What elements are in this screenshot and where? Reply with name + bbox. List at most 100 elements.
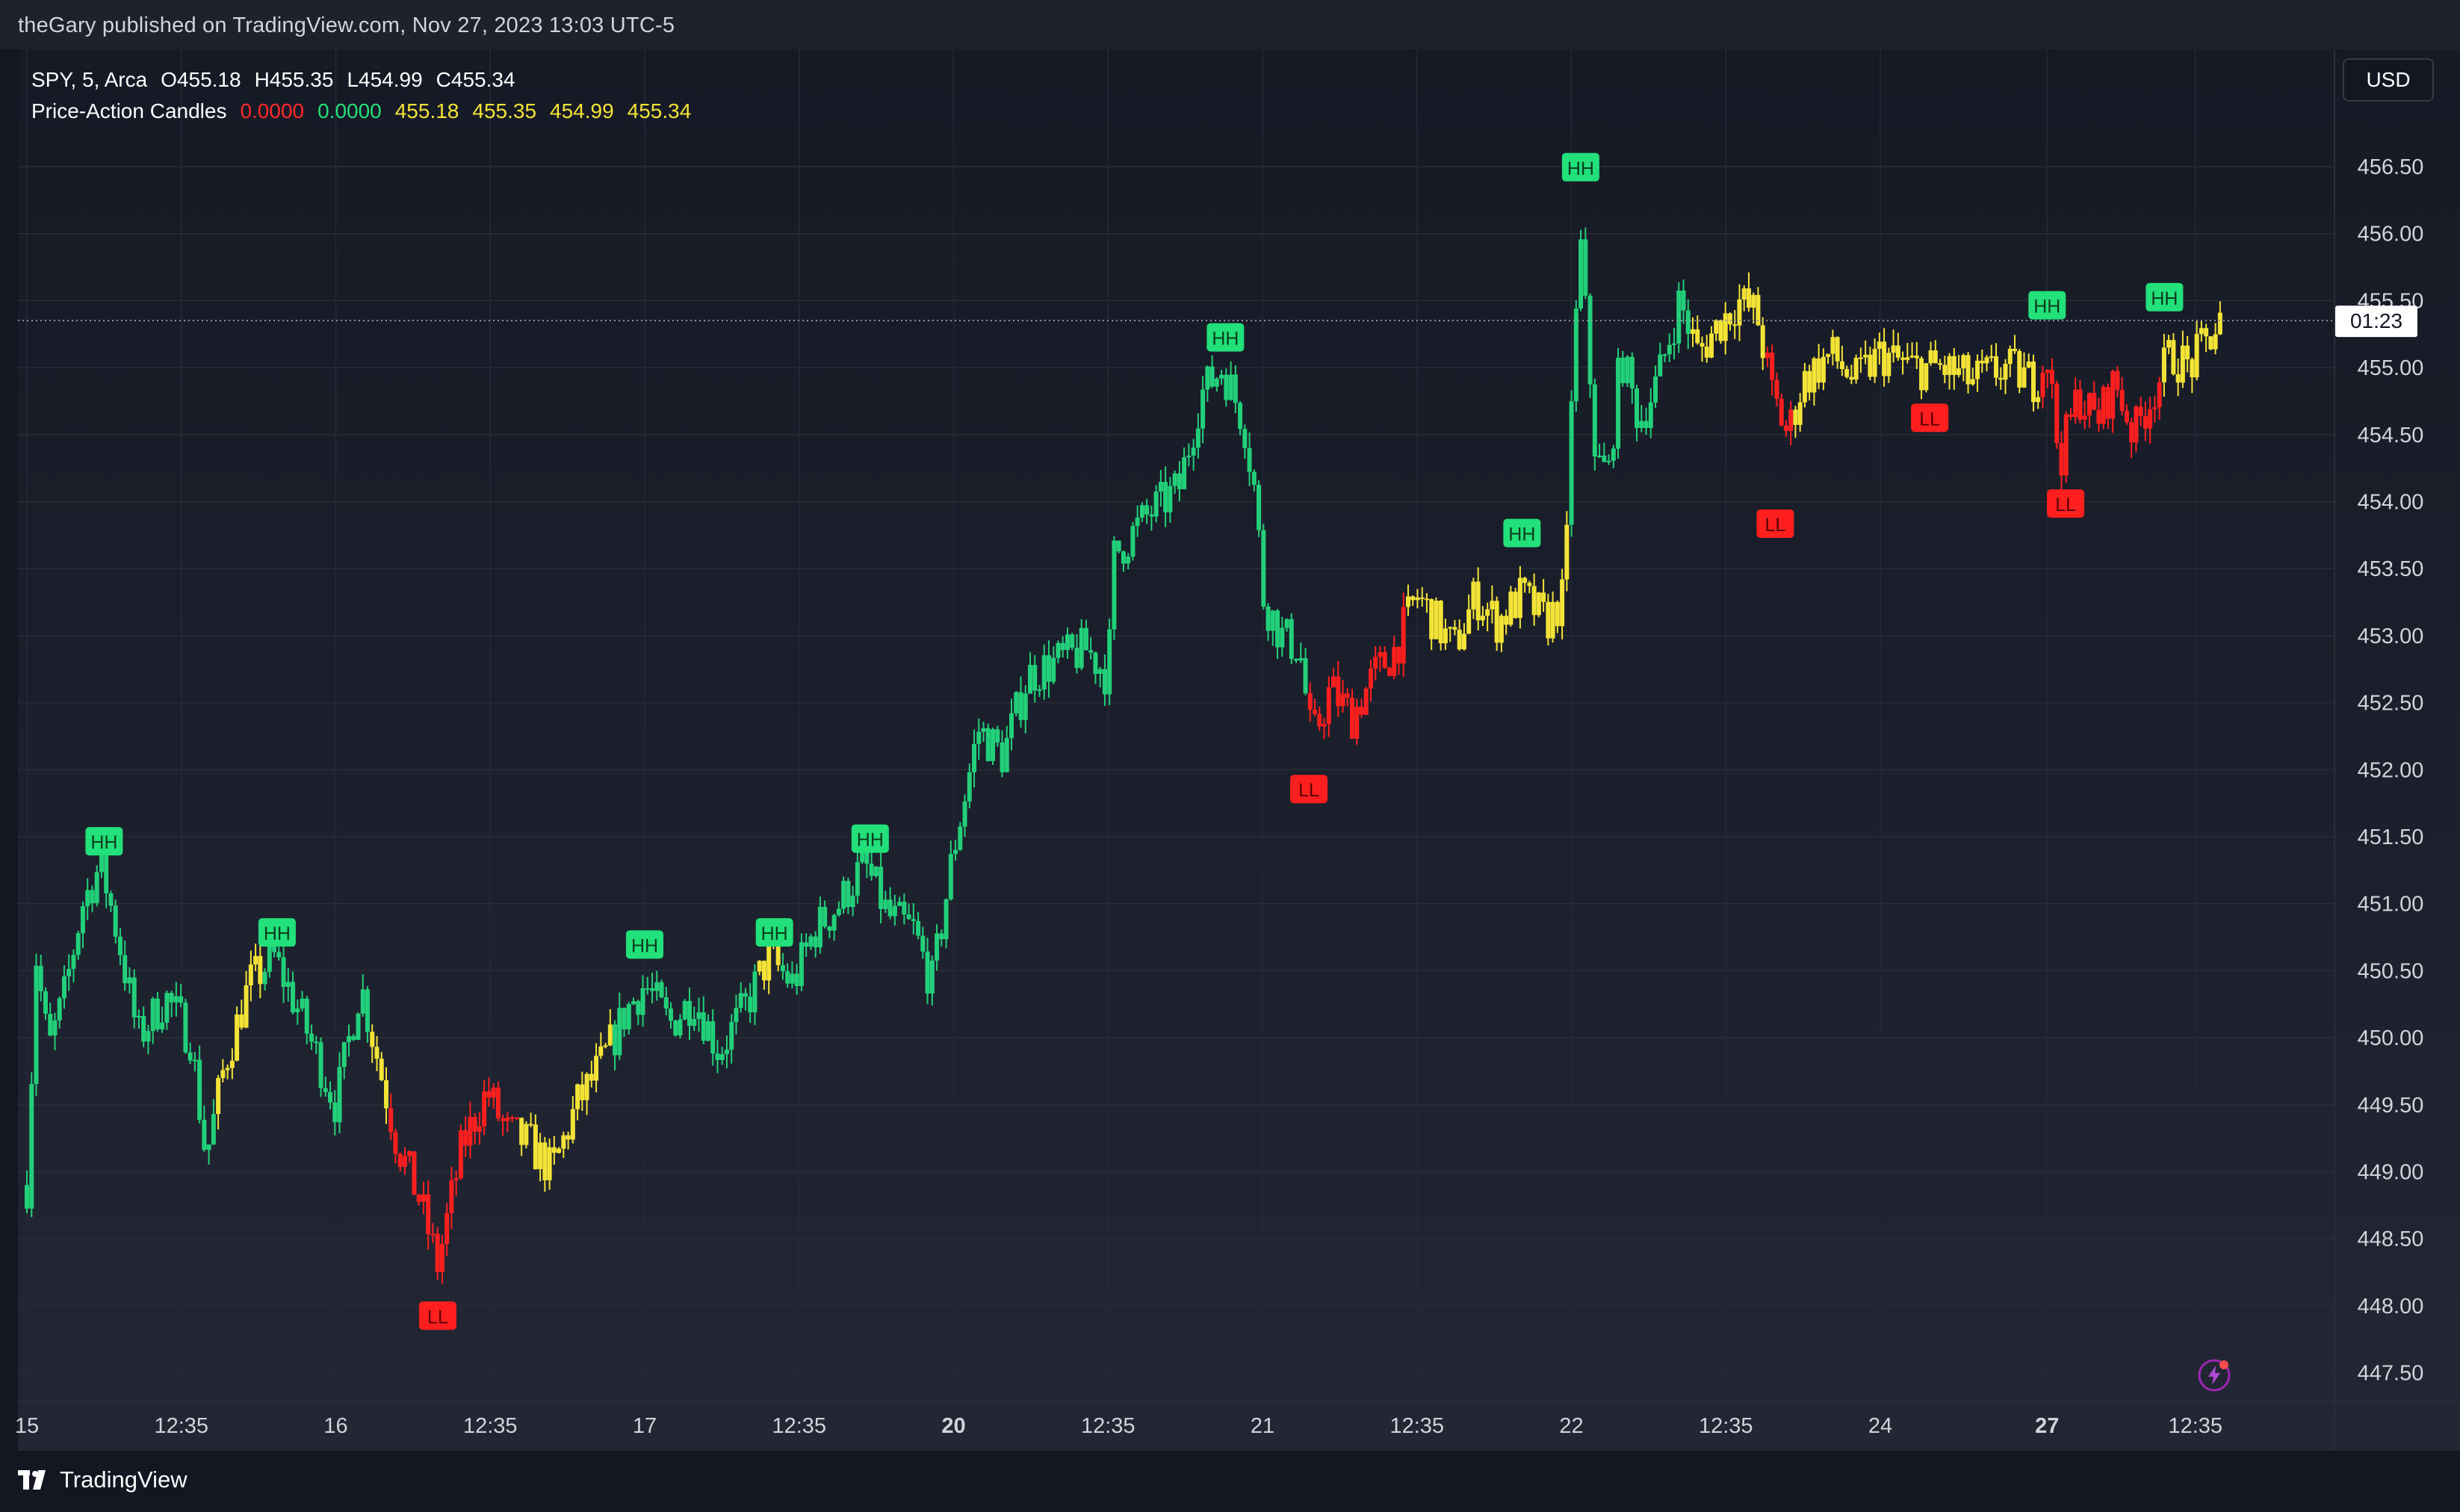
candle-body [1555,601,1560,627]
candle-body [1209,366,1215,387]
marker-box [1911,403,1949,433]
candle-body [458,1130,463,1179]
indicator-value: 0.0000 [317,99,382,123]
candle-body [1083,628,1088,651]
candle-body [397,1153,403,1168]
price-tick-label: 456.00 [2358,223,2424,247]
candle-body [1504,616,1509,625]
candle-body [846,881,851,908]
candle-body [775,946,781,965]
candle-body [659,982,664,997]
price-tick-label: 453.00 [2358,625,2424,648]
candle-body [584,1073,589,1100]
candle-body [1662,354,1667,356]
candle-body [262,972,267,985]
candle-body [206,1144,211,1150]
candle-body [2073,389,2078,418]
candle-body [1965,355,1971,385]
candle-body [2124,410,2129,423]
candle-body [1788,409,1794,431]
candle-body [1345,693,1350,698]
ll-marker: LL [1911,403,1949,433]
candle-body [1074,648,1079,669]
hh-marker: HH [2028,291,2066,320]
candle-body [2190,359,2195,378]
candle-body [2119,389,2125,411]
candle-body [1793,409,1798,425]
candle-body [1517,577,1522,619]
candle-body [2110,371,2116,419]
candle-body [636,1001,641,1015]
candle-body [1088,650,1094,653]
symbol-label[interactable]: SPY, 5, Arca [31,68,148,91]
candle-body [421,1194,426,1202]
candle-body [66,969,72,976]
candle-body [1853,357,1859,380]
candle-body [887,899,893,917]
candle-body [879,867,884,909]
candle-body [1336,676,1341,707]
candle-body [1891,345,1896,353]
candle-body [710,1021,716,1054]
candle-body [1396,646,1401,664]
candle-body [1032,665,1038,691]
candle-body [617,1008,622,1056]
candle-body [2134,406,2139,443]
candle-body [104,846,109,893]
candle-body [1322,724,1327,727]
indicator-value: 455.35 [472,99,537,123]
candle-body [468,1117,473,1146]
candle-body [799,942,804,986]
marker-box [1503,518,1541,548]
candle-body [1994,356,1999,378]
price-tick-label: 449.00 [2358,1161,2424,1185]
indicator-name[interactable]: Price-Action Candles [31,99,227,123]
candle-body [1475,581,1481,621]
candle-body [239,1014,244,1028]
candle-body [1826,353,1831,357]
candle-body [1313,710,1318,714]
candle-body [1573,308,1578,402]
candle-body [1797,402,1803,425]
candle-body [1242,429,1248,448]
candle-body [1732,324,1738,326]
candle-body [594,1056,599,1081]
candle-body [650,988,655,991]
price-tick-label: 447.50 [2358,1362,2424,1386]
candle-body [356,1013,361,1040]
chart-panel[interactable] [18,49,2460,1451]
candle-body [94,872,99,904]
candle-body [813,936,818,948]
candle-body [1802,371,1807,403]
lightning-icon[interactable] [2197,1358,2231,1392]
candle-body [1186,455,1192,458]
price-tick-label: 448.00 [2358,1295,2424,1319]
candle-body [202,1119,207,1150]
candle-body [1172,473,1177,486]
footer [0,1451,2460,1512]
brand[interactable]: TradingView [18,1466,188,1493]
candle-body [1410,596,1416,601]
candle-body [1405,596,1410,607]
currency-button[interactable]: USD [2343,58,2434,102]
candle-body [1807,371,1812,393]
candle-body [365,989,370,1032]
top-bar: theGary published on TradingView.com, No… [0,0,2460,49]
candle-body [1779,398,1784,426]
candle-body [127,977,132,984]
candle-body [1639,421,1644,428]
candle-body [1354,706,1360,739]
candle-body [1251,471,1257,485]
candle-body [379,1059,384,1080]
candle-body [678,1019,683,1036]
candle-body [332,1102,338,1123]
marker-box [85,827,123,856]
candle-body [197,1059,202,1120]
candle-body [1363,688,1369,715]
candle-body [626,1004,631,1029]
candle-body [701,1012,706,1041]
candle-body [383,1079,388,1109]
time-tick-label: 21 [1251,1414,1274,1438]
candle-body [1471,581,1476,610]
